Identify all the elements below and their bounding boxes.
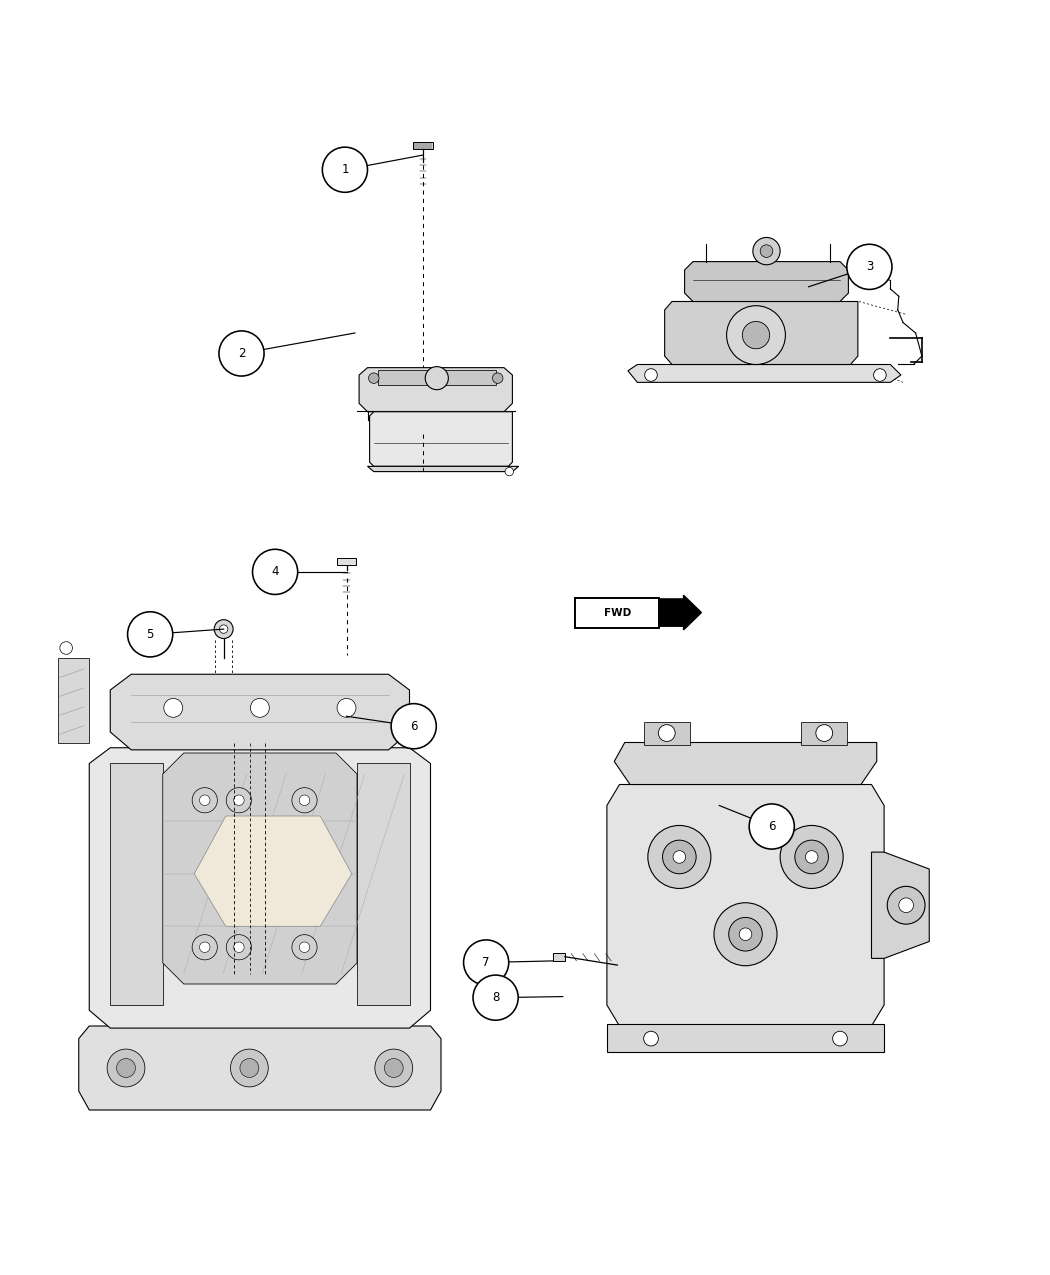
Circle shape bbox=[492, 372, 503, 384]
Circle shape bbox=[648, 825, 711, 889]
Text: 4: 4 bbox=[271, 565, 279, 579]
Polygon shape bbox=[336, 557, 357, 565]
Circle shape bbox=[60, 641, 72, 654]
Polygon shape bbox=[628, 365, 901, 382]
Polygon shape bbox=[359, 367, 512, 412]
Polygon shape bbox=[801, 722, 847, 745]
Polygon shape bbox=[194, 816, 352, 926]
Circle shape bbox=[253, 550, 298, 594]
Polygon shape bbox=[370, 412, 512, 467]
Circle shape bbox=[337, 699, 356, 718]
Polygon shape bbox=[872, 852, 929, 959]
Polygon shape bbox=[58, 658, 89, 742]
Polygon shape bbox=[110, 764, 163, 1005]
Circle shape bbox=[192, 788, 217, 813]
Circle shape bbox=[219, 625, 228, 634]
Circle shape bbox=[164, 699, 183, 718]
Circle shape bbox=[375, 1049, 413, 1086]
Circle shape bbox=[899, 898, 914, 913]
Text: 7: 7 bbox=[482, 956, 490, 969]
Text: 5: 5 bbox=[146, 627, 154, 641]
Text: FWD: FWD bbox=[604, 608, 631, 617]
Text: 3: 3 bbox=[865, 260, 874, 273]
Polygon shape bbox=[685, 261, 848, 301]
Circle shape bbox=[192, 935, 217, 960]
Polygon shape bbox=[575, 598, 659, 627]
Text: 1: 1 bbox=[341, 163, 349, 176]
Polygon shape bbox=[110, 674, 410, 750]
Circle shape bbox=[505, 468, 513, 476]
Circle shape bbox=[227, 788, 252, 813]
Text: 8: 8 bbox=[491, 991, 500, 1005]
Circle shape bbox=[107, 1049, 145, 1086]
Circle shape bbox=[663, 840, 696, 873]
Polygon shape bbox=[607, 1024, 884, 1052]
Polygon shape bbox=[414, 142, 434, 149]
Circle shape bbox=[233, 796, 244, 806]
FancyArrow shape bbox=[659, 595, 701, 630]
Circle shape bbox=[292, 935, 317, 960]
Text: 6: 6 bbox=[768, 820, 776, 833]
Circle shape bbox=[846, 245, 892, 289]
Circle shape bbox=[739, 928, 752, 941]
Circle shape bbox=[780, 825, 843, 889]
Circle shape bbox=[795, 840, 828, 873]
Circle shape bbox=[673, 850, 686, 863]
Circle shape bbox=[391, 704, 437, 748]
Circle shape bbox=[299, 942, 310, 952]
Polygon shape bbox=[644, 722, 690, 745]
Circle shape bbox=[292, 788, 317, 813]
Circle shape bbox=[644, 1031, 658, 1046]
Circle shape bbox=[299, 796, 310, 806]
Circle shape bbox=[887, 886, 925, 924]
Circle shape bbox=[251, 699, 269, 718]
Circle shape bbox=[753, 237, 780, 265]
Circle shape bbox=[805, 850, 818, 863]
Circle shape bbox=[472, 975, 518, 1020]
Circle shape bbox=[233, 942, 244, 952]
Circle shape bbox=[760, 245, 773, 258]
Circle shape bbox=[727, 306, 785, 365]
Circle shape bbox=[816, 724, 833, 742]
Circle shape bbox=[227, 935, 252, 960]
Polygon shape bbox=[368, 467, 519, 472]
Polygon shape bbox=[89, 747, 430, 1028]
Polygon shape bbox=[553, 952, 565, 961]
Polygon shape bbox=[378, 370, 496, 385]
Circle shape bbox=[200, 796, 210, 806]
Circle shape bbox=[425, 367, 448, 390]
Circle shape bbox=[127, 612, 172, 657]
Circle shape bbox=[231, 1049, 269, 1086]
Circle shape bbox=[117, 1058, 135, 1077]
Polygon shape bbox=[607, 784, 884, 1026]
Circle shape bbox=[219, 332, 265, 376]
Circle shape bbox=[200, 942, 210, 952]
Circle shape bbox=[749, 805, 795, 849]
Text: 2: 2 bbox=[237, 347, 246, 360]
Polygon shape bbox=[614, 742, 877, 784]
Circle shape bbox=[833, 1031, 847, 1046]
Circle shape bbox=[384, 1058, 403, 1077]
Circle shape bbox=[239, 1058, 258, 1077]
Circle shape bbox=[322, 147, 368, 193]
Polygon shape bbox=[79, 1026, 441, 1111]
Circle shape bbox=[369, 372, 379, 384]
Circle shape bbox=[729, 918, 762, 951]
Circle shape bbox=[874, 368, 886, 381]
Circle shape bbox=[645, 368, 657, 381]
Circle shape bbox=[742, 321, 770, 349]
Polygon shape bbox=[665, 301, 858, 365]
Polygon shape bbox=[163, 754, 357, 984]
Circle shape bbox=[464, 940, 509, 986]
Circle shape bbox=[658, 724, 675, 742]
Text: 6: 6 bbox=[410, 719, 418, 733]
Circle shape bbox=[714, 903, 777, 965]
Circle shape bbox=[214, 620, 233, 639]
Polygon shape bbox=[357, 764, 410, 1005]
